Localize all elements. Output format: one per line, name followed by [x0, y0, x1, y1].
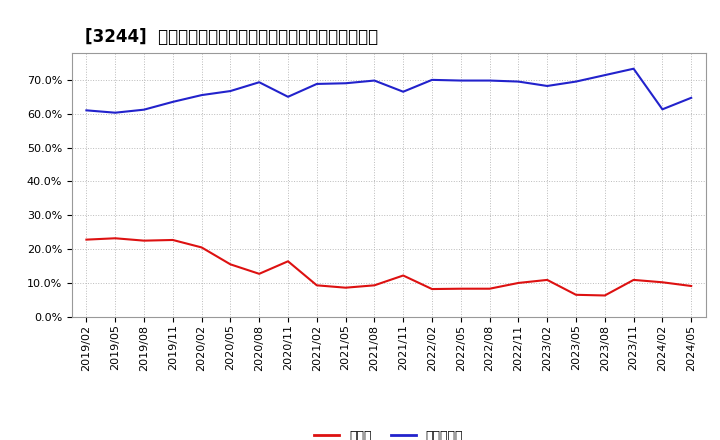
- Text: [3244]  現預金、有利子負債の総資産に対する比率の推移: [3244] 現預金、有利子負債の総資産に対する比率の推移: [85, 28, 378, 46]
- Legend: 現預金, 有利子負債: 現預金, 有利子負債: [310, 425, 468, 440]
